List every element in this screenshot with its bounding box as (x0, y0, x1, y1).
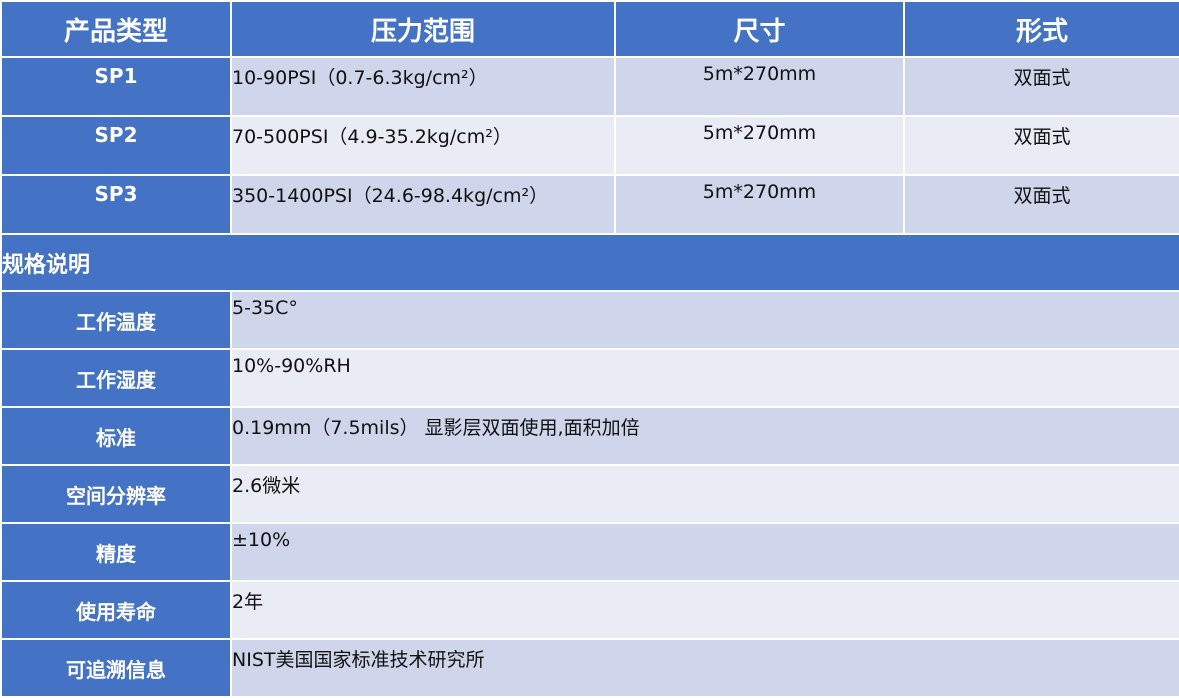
spec-row: 工作湿度 10%-90%RH (0, 348, 1179, 408)
product-row: SP3 350-1400PSI（24.6-98.4kg/cm²） 5m*270m… (0, 174, 1179, 235)
spec-label: 可追溯信息 (0, 638, 232, 698)
product-pressure: 350-1400PSI（24.6-98.4kg/cm²） (230, 174, 616, 235)
header-pressure-range: 压力范围 (230, 0, 616, 58)
product-row: SP2 70-500PSI（4.9-35.2kg/cm²） 5m*270mm 双… (0, 115, 1179, 176)
product-size: 5m*270mm (614, 115, 905, 176)
header-form: 形式 (903, 0, 1179, 58)
section-title: 规格说明 (0, 233, 1179, 292)
product-type: SP2 (0, 115, 232, 176)
spec-label: 精度 (0, 522, 232, 582)
spec-label: 工作温度 (0, 290, 232, 350)
spec-label: 标准 (0, 406, 232, 466)
spec-row: 使用寿命 2年 (0, 580, 1179, 640)
product-type: SP1 (0, 56, 232, 117)
header-row: 产品类型 压力范围 尺寸 形式 (0, 0, 1179, 58)
spec-value: NIST美国国家标准技术研究所 (230, 638, 1179, 698)
product-form: 双面式 (903, 115, 1179, 176)
product-size: 5m*270mm (614, 56, 905, 117)
spec-row: 标准 0.19mm（7.5mils） 显影层双面使用,面积加倍 (0, 406, 1179, 466)
spec-row: 工作温度 5-35C° (0, 290, 1179, 350)
spec-value: 5-35C° (230, 290, 1179, 350)
spec-value: 2年 (230, 580, 1179, 640)
spec-value: 0.19mm（7.5mils） 显影层双面使用,面积加倍 (230, 406, 1179, 466)
spec-label: 使用寿命 (0, 580, 232, 640)
spec-label: 空间分辨率 (0, 464, 232, 524)
product-size: 5m*270mm (614, 174, 905, 235)
spec-row: 可追溯信息 NIST美国国家标准技术研究所 (0, 638, 1179, 698)
spec-value: 10%-90%RH (230, 348, 1179, 408)
product-type: SP3 (0, 174, 232, 235)
product-form: 双面式 (903, 174, 1179, 235)
spec-label: 工作湿度 (0, 348, 232, 408)
spec-value: 2.6微米 (230, 464, 1179, 524)
product-row: SP1 10-90PSI（0.7-6.3kg/cm²） 5m*270mm 双面式 (0, 56, 1179, 117)
product-pressure: 10-90PSI（0.7-6.3kg/cm²） (230, 56, 616, 117)
product-pressure: 70-500PSI（4.9-35.2kg/cm²） (230, 115, 616, 176)
header-size: 尺寸 (614, 0, 905, 58)
header-product-type: 产品类型 (0, 0, 232, 58)
section-row: 规格说明 (0, 233, 1179, 292)
spec-value: ±10% (230, 522, 1179, 582)
spec-row: 空间分辨率 2.6微米 (0, 464, 1179, 524)
spec-row: 精度 ±10% (0, 522, 1179, 582)
product-form: 双面式 (903, 56, 1179, 117)
